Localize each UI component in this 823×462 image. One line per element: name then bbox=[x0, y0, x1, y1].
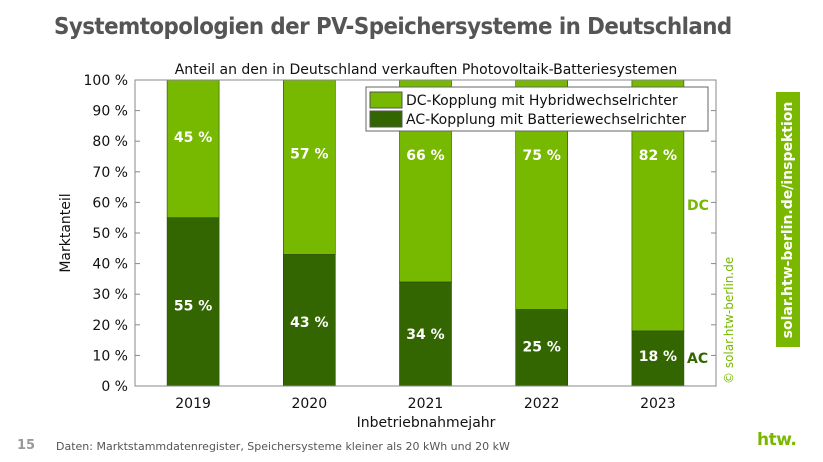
side-banner: solar.htw-berlin.de/inspektion bbox=[776, 92, 800, 347]
data-label-ac-2022: 25 % bbox=[523, 340, 561, 356]
copyright-text: © solar.htw-berlin.de bbox=[722, 257, 736, 384]
chart-title: Anteil an den in Deutschland verkauften … bbox=[175, 62, 678, 78]
y-axis-label: Marktanteil bbox=[58, 193, 74, 272]
x-tick-label: 2020 bbox=[291, 396, 327, 412]
y-tick-label: 50 % bbox=[92, 226, 128, 242]
ac-marker: AC bbox=[687, 351, 708, 367]
x-tick-label: 2022 bbox=[524, 396, 560, 412]
page-number: 15 bbox=[17, 438, 36, 453]
x-axis-label: Inbetriebnahmejahr bbox=[357, 415, 496, 431]
legend-label-dc: DC-Kopplung mit Hybridwechselrichter bbox=[406, 93, 678, 109]
y-tick-label: 100 % bbox=[84, 73, 128, 89]
y-tick-label: 20 % bbox=[92, 318, 128, 334]
htw-logo: htw. bbox=[757, 430, 797, 450]
bar-ac-2019 bbox=[166, 217, 220, 387]
data-label-dc-2019: 45 % bbox=[174, 130, 212, 146]
legend-label-ac: AC-Kopplung mit Batteriewechselrichter bbox=[406, 112, 686, 128]
source-note: Daten: Marktstammdatenregister, Speicher… bbox=[56, 440, 510, 453]
data-label-ac-2019: 55 % bbox=[174, 298, 212, 314]
bar-ac-2023 bbox=[631, 330, 685, 387]
side-banner-text: solar.htw-berlin.de/inspektion bbox=[780, 101, 796, 338]
y-tick-label: 0 % bbox=[101, 379, 128, 395]
data-label-ac-2020: 43 % bbox=[290, 315, 328, 331]
dc-marker: DC bbox=[687, 198, 709, 214]
slide-title: Systemtopologien der PV-Speichersysteme … bbox=[54, 14, 732, 40]
legend-swatch-dc bbox=[369, 91, 403, 109]
y-tick-label: 90 % bbox=[92, 104, 128, 120]
y-tick-label: 70 % bbox=[92, 165, 128, 181]
y-tick-label: 60 % bbox=[92, 195, 128, 211]
legend: DC-Kopplung mit Hybridwechselrichter AC-… bbox=[365, 86, 709, 132]
data-label-ac-2021: 34 % bbox=[406, 327, 444, 343]
data-label-dc-2021: 66 % bbox=[406, 148, 444, 164]
x-tick-label: 2023 bbox=[640, 396, 676, 412]
data-label-dc-2023: 82 % bbox=[639, 148, 677, 164]
x-tick-label: 2019 bbox=[175, 396, 211, 412]
y-tick-label: 40 % bbox=[92, 257, 128, 273]
x-tick-label: 2021 bbox=[408, 396, 444, 412]
bar-dc-2020 bbox=[282, 79, 336, 255]
legend-swatch-ac bbox=[369, 110, 403, 128]
y-tick-label: 80 % bbox=[92, 134, 128, 150]
data-label-ac-2023: 18 % bbox=[639, 349, 677, 365]
bar-ac-2021 bbox=[399, 281, 452, 387]
data-label-dc-2020: 57 % bbox=[290, 146, 328, 162]
y-tick-label: 30 % bbox=[92, 287, 128, 303]
bar-dc-2019 bbox=[166, 79, 220, 218]
y-tick-label: 10 % bbox=[92, 348, 128, 364]
data-label-dc-2022: 75 % bbox=[523, 148, 561, 164]
